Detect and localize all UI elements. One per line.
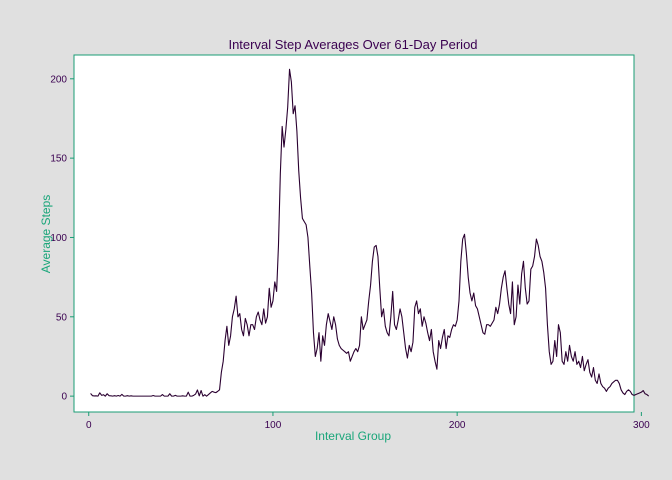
y-tick-label: 50: [56, 312, 68, 323]
x-axis: 0 100 200 300: [86, 412, 650, 431]
y-tick-label: 100: [50, 233, 67, 244]
y-tick-label: 0: [61, 392, 67, 403]
x-tick-label: 300: [633, 420, 650, 431]
x-tick-label: 0: [86, 420, 92, 431]
chart-title: Interval Step Averages Over 61-Day Perio…: [228, 37, 477, 52]
x-tick-label: 200: [449, 420, 466, 431]
series-line: [90, 68, 650, 397]
y-axis-title: Average Steps: [39, 195, 53, 274]
y-axis: 0 50 100 150 200: [50, 74, 74, 403]
x-tick-label: 100: [265, 420, 282, 431]
y-tick-label: 150: [50, 154, 67, 165]
x-axis-title: Interval Group: [315, 429, 391, 443]
y-tick-label: 200: [50, 74, 67, 85]
